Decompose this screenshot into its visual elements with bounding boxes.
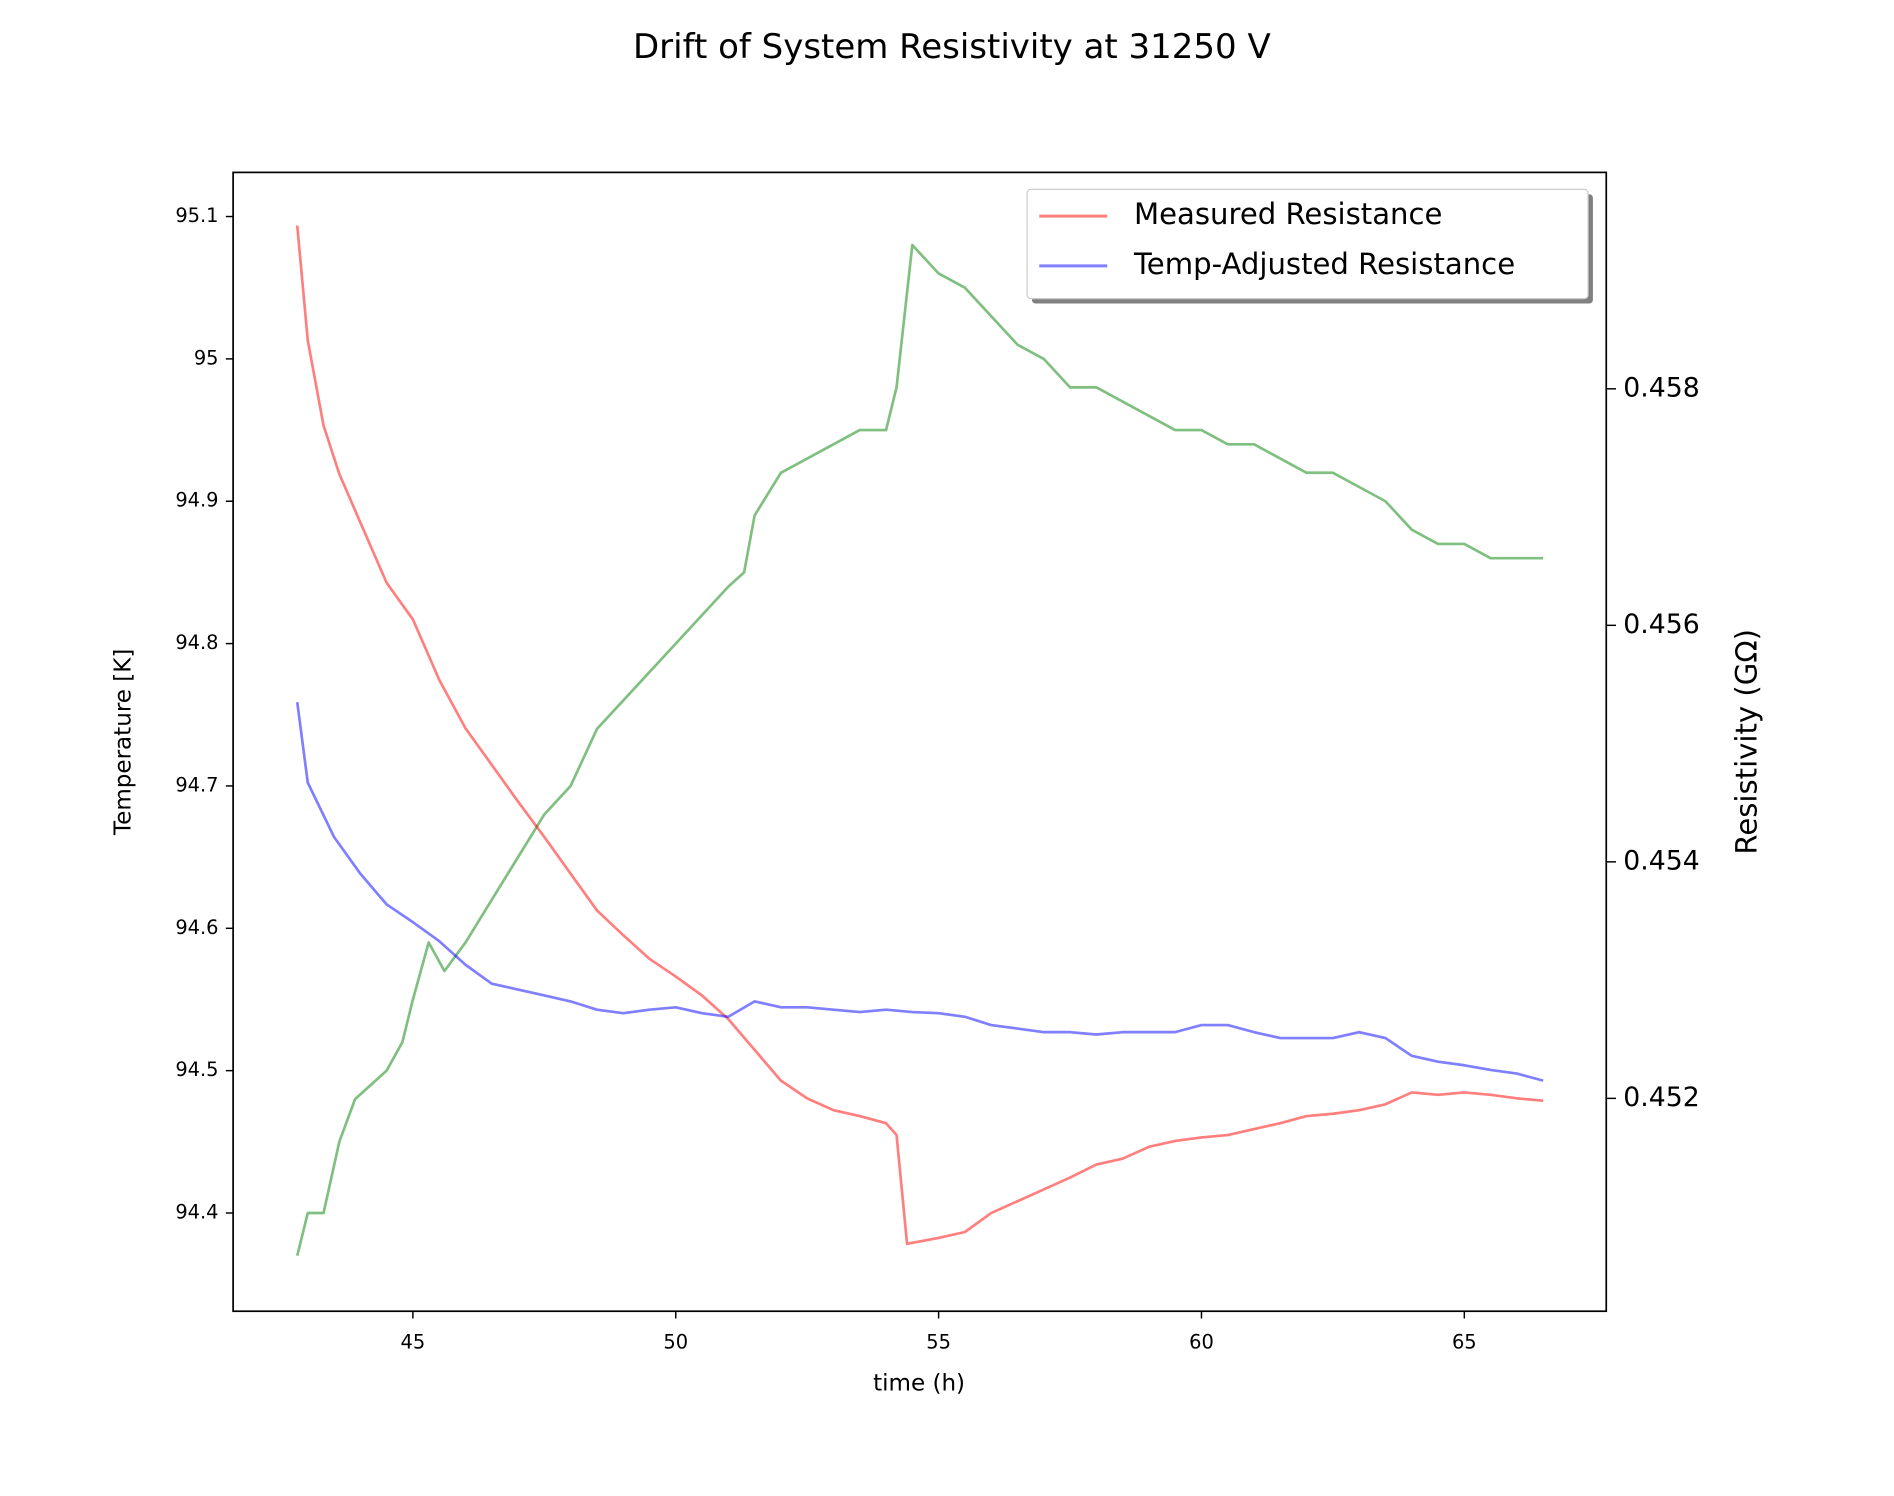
y-tick-label: 95.1 — [175, 204, 218, 227]
y2-tick-label: 0.456 — [1623, 609, 1699, 640]
series-line — [295, 225, 1544, 1246]
y2-tick-label: 0.452 — [1623, 1082, 1699, 1113]
x-tick-label: 60 — [1189, 1330, 1214, 1353]
y-tick-label: 95 — [194, 346, 219, 369]
series-line — [295, 702, 1544, 1082]
y2-tick-label: 0.454 — [1623, 845, 1699, 876]
y-tick-label: 94.9 — [175, 489, 218, 512]
legend-label: Measured Resistance — [1134, 197, 1442, 231]
y-tick-label: 94.5 — [175, 1058, 218, 1081]
y-tick-label: 94.4 — [175, 1201, 218, 1224]
y-axis-label: Temperature [K] — [110, 649, 136, 836]
y-tick-label: 94.8 — [175, 631, 218, 654]
y-tick-label: 94.6 — [175, 916, 218, 939]
plot-frame — [232, 171, 1608, 1313]
y-tick-label: 94.7 — [175, 773, 218, 796]
x-tick-label: 55 — [926, 1330, 951, 1353]
x-tick-label: 50 — [663, 1330, 688, 1353]
x-axis-label: time (h) — [873, 1371, 965, 1397]
y2-axis-label: Resistivity (GΩ) — [1729, 629, 1763, 855]
chart-title: Drift of System Resistivity at 31250 V — [633, 27, 1271, 67]
legend-box — [1026, 188, 1589, 300]
legend-label: Temp-Adjusted Resistance — [1133, 247, 1515, 281]
x-tick-label: 65 — [1452, 1330, 1477, 1353]
legend: Measured Resistance Temp-Adjusted Resista… — [1026, 188, 1593, 304]
y2-tick-label: 0.458 — [1623, 372, 1699, 403]
x-tick-label: 45 — [401, 1330, 426, 1353]
series-line — [295, 243, 1544, 1257]
